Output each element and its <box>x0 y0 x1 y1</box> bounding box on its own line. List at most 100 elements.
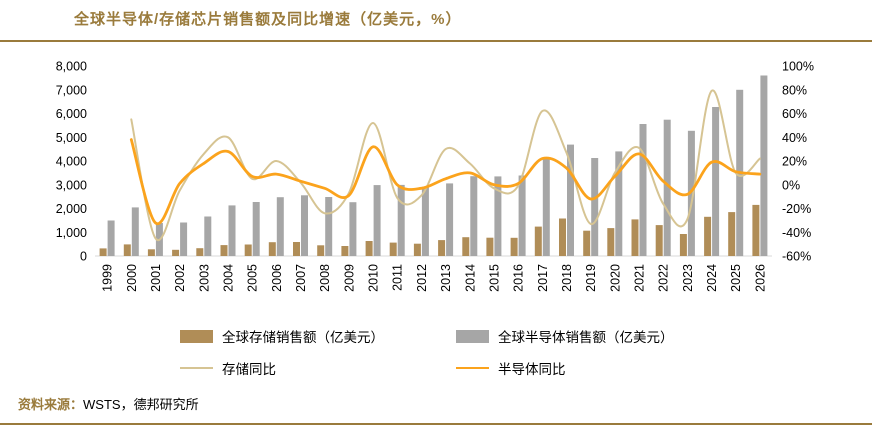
x-axis-label: 2002 <box>173 264 187 292</box>
legend-item-semiconductor-sales: 全球半导体销售额（亿美元） <box>456 328 872 345</box>
memory-sales-bar <box>123 244 131 256</box>
semiconductor-sales-bar <box>228 205 236 256</box>
x-axis-label: 2008 <box>318 264 332 292</box>
x-axis-label: 2006 <box>270 264 284 292</box>
semiconductor-sales-bar <box>325 197 333 256</box>
legend-item-memory-yoy: 存储同比 <box>180 360 456 377</box>
memory-sales-bar <box>268 242 276 256</box>
source-text: WSTS，德邦研究所 <box>83 397 199 412</box>
right-axis-tick: 100% <box>782 60 814 74</box>
semiconductor-sales-bar <box>446 183 454 256</box>
semiconductor-sales-bar <box>494 176 502 256</box>
semiconductor-sales-bar <box>421 186 429 256</box>
x-axis-label: 2024 <box>705 264 719 292</box>
semiconductor-sales-bar <box>131 207 139 256</box>
semiconductor-sales-bar <box>301 195 308 256</box>
memory-sales-bar <box>704 216 712 256</box>
x-axis-label: 2019 <box>584 264 598 292</box>
left-axis-tick: 3,000 <box>56 178 87 192</box>
chart-svg: 0 1,000 2,000 3,000 4,000 5,000 6,000 7,000 8,00… <box>56 60 814 292</box>
left-axis-tick: 7,000 <box>56 83 87 97</box>
legend-label-semiconductor-yoy: 半导体同比 <box>498 362 566 377</box>
x-axis-label: 2001 <box>149 264 163 292</box>
legend-label-semiconductor-sales: 全球半导体销售额（亿美元） <box>498 330 674 345</box>
x-axis-label: 2003 <box>197 264 211 292</box>
semiconductor-sales-bar <box>567 144 574 256</box>
x-axis-label: 2010 <box>367 264 381 292</box>
semiconductor-sales-bar <box>518 175 526 256</box>
memory-sales-bar <box>99 248 107 256</box>
x-axis-label: 2005 <box>246 264 260 292</box>
semiconductor-sales-bar <box>591 158 599 256</box>
left-axis-tick: 0 <box>80 250 87 264</box>
x-axis-label: 2018 <box>560 264 574 292</box>
memory-sales-bar <box>752 204 760 256</box>
semiconductor-sales-bar <box>180 222 188 256</box>
memory-sales-bar <box>413 243 421 256</box>
memory-sales-bar <box>341 246 349 256</box>
memory-yoy-swatch <box>180 367 213 369</box>
semiconductor-sales-swatch <box>456 329 489 343</box>
memory-sales-bar <box>244 244 252 256</box>
x-axis-label: 2023 <box>681 264 695 292</box>
left-axis-tick: 5,000 <box>56 131 87 145</box>
left-axis-tick: 2,000 <box>56 202 87 216</box>
source-label: 资料来源： <box>18 397 84 412</box>
source-note: 资料来源：WSTS，德邦研究所 <box>18 394 872 413</box>
memory-sales-bar <box>365 241 373 256</box>
x-axis-label: 2015 <box>487 264 501 292</box>
semiconductor-sales-bar <box>107 220 115 256</box>
x-axis-label: 2016 <box>512 264 526 292</box>
memory-sales-bar <box>438 240 446 256</box>
x-axis-label: 2012 <box>415 264 429 292</box>
memory-sales-bar <box>172 249 180 256</box>
memory-sales-bar <box>583 230 591 256</box>
memory-sales-bar <box>534 226 542 256</box>
x-axis-label: 2004 <box>222 264 236 292</box>
semiconductor-sales-bar <box>687 130 695 256</box>
x-axis-label: 2007 <box>294 264 308 292</box>
left-axis-tick: 8,000 <box>56 60 87 74</box>
memory-sales-bar <box>196 248 204 256</box>
semiconductor-sales-bar <box>252 202 260 256</box>
memory-sales-bar <box>607 228 615 256</box>
x-axis-label: 2022 <box>657 264 671 292</box>
semiconductor-sales-bar <box>639 124 647 256</box>
memory-sales-bar <box>655 225 663 256</box>
memory-sales-swatch <box>180 329 213 343</box>
x-axis-label: 2020 <box>608 264 622 292</box>
x-axis-label: 2021 <box>633 264 647 292</box>
top-divider <box>0 40 872 42</box>
combo-chart: 0 1,000 2,000 3,000 4,000 5,000 6,000 7,000 8,00… <box>0 42 872 322</box>
x-axis-label: 2026 <box>753 264 767 292</box>
semiconductor-sales-bar <box>349 202 357 256</box>
memory-sales-bar <box>220 245 228 256</box>
semiconductor-sales-bar <box>470 176 478 256</box>
x-axis-label: 1999 <box>101 264 115 292</box>
legend-item-semiconductor-yoy: 半导体同比 <box>456 360 872 377</box>
semiconductor-sales-bar <box>542 158 550 256</box>
right-axis-tick: 40% <box>782 131 807 145</box>
x-axis-label: 2009 <box>342 264 356 292</box>
semiconductor-sales-bar <box>204 216 212 256</box>
memory-sales-bar <box>317 245 325 256</box>
left-axis-tick: 4,000 <box>56 155 87 169</box>
memory-sales-bar <box>728 212 736 256</box>
right-axis-tick: 0% <box>782 178 800 192</box>
left-axis-tick: 1,000 <box>56 226 87 240</box>
semiconductor-sales-bar <box>373 185 381 256</box>
memory-sales-bar <box>147 249 155 256</box>
bottom-divider <box>0 423 872 425</box>
x-axis-label: 2025 <box>729 264 743 292</box>
legend-label-memory-sales: 全球存储销售额（亿美元） <box>222 330 384 345</box>
memory-sales-bar <box>389 242 397 256</box>
right-axis-tick: 20% <box>782 155 807 169</box>
semiconductor-sales-bar <box>760 75 768 256</box>
memory-sales-bar <box>510 237 518 256</box>
legend-label-memory-yoy: 存储同比 <box>222 362 276 377</box>
semiconductor-sales-bar <box>615 151 623 256</box>
memory-sales-bar <box>293 242 300 256</box>
memory-yoy-line <box>130 89 761 242</box>
semiconductor-sales-bar <box>712 107 720 256</box>
